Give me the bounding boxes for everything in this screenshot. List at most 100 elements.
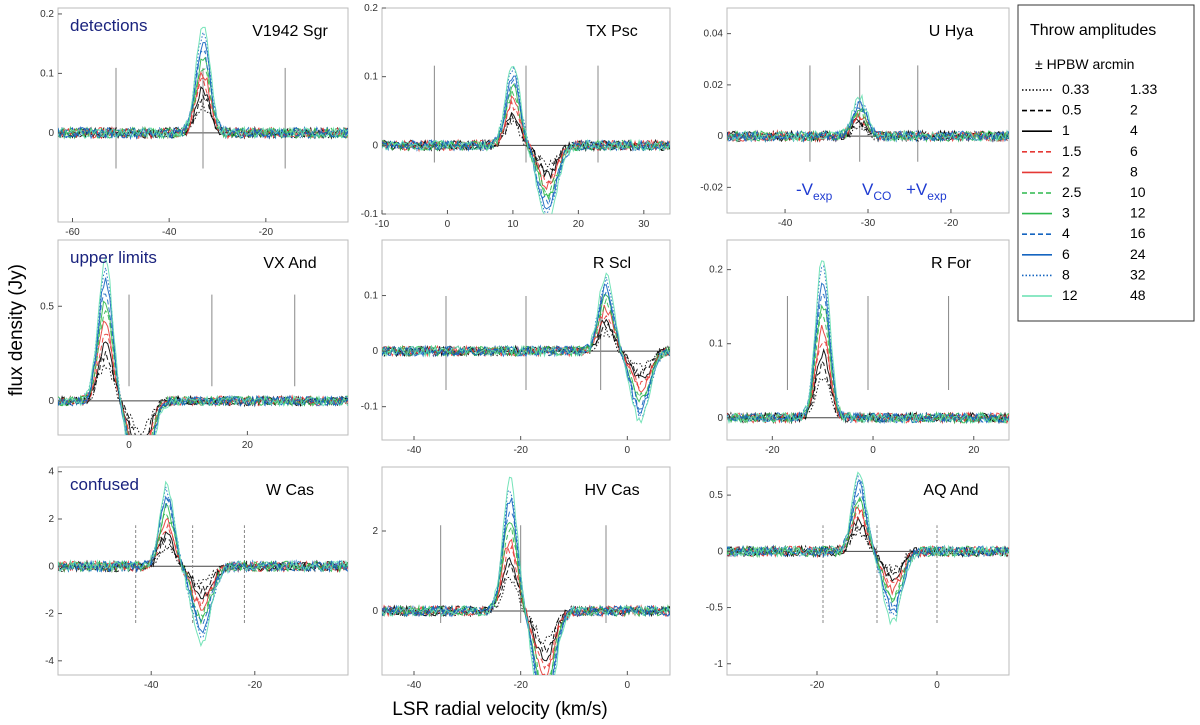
star-name: R For <box>931 255 972 272</box>
y-tick-label: -4 <box>45 656 54 667</box>
panel-r-for: -20 0 20 0 0.1 0.2 R For <box>709 239 1010 456</box>
x-tick-label: -20 <box>765 445 780 456</box>
panel-vx-and: 0 20 0 0.5 VX And upper limits <box>40 239 349 451</box>
plot-area <box>58 257 348 435</box>
plot-area <box>727 471 1009 626</box>
x-tick-label: -40 <box>778 218 793 229</box>
plot-area <box>382 476 670 675</box>
annotation-minus-vexp: -Vexp <box>796 180 833 203</box>
y-tick-label: 0 <box>48 561 54 572</box>
legend-arcmin: 2 <box>1130 102 1138 118</box>
legend-arcmin: 1.33 <box>1130 81 1157 97</box>
y-tick-label: -0.1 <box>361 209 379 220</box>
series-8 <box>58 486 348 638</box>
series-12 <box>58 257 348 435</box>
y-tick-label: 2 <box>372 526 378 537</box>
legend-arcmin: 12 <box>1130 205 1146 221</box>
y-tick-label: -0.5 <box>706 603 724 614</box>
star-name: HV Cas <box>584 482 639 499</box>
legend-arcmin: 6 <box>1130 143 1138 159</box>
series-2p5 <box>58 309 348 435</box>
series-3 <box>727 496 1009 604</box>
y-tick-label: 0.1 <box>364 72 378 83</box>
panel-aq-and: -20 0 -1 -0.5 0 0.5 AQ And <box>706 466 1010 691</box>
legend-hpbw: 3 <box>1062 205 1070 221</box>
plot-area <box>58 480 348 648</box>
legend-box <box>1017 4 1195 322</box>
y-tick-label: 0.1 <box>40 68 54 79</box>
x-tick-label: -40 <box>407 445 422 456</box>
x-tick-label: -20 <box>513 680 528 691</box>
legend-hpbw: 12 <box>1062 287 1078 303</box>
legend-header: ± HPBW arcmin <box>1035 56 1134 72</box>
x-tick-label: -40 <box>144 680 159 691</box>
legend-arcmin: 32 <box>1130 266 1146 282</box>
y-tick-label: 0.02 <box>704 80 724 91</box>
series-6 <box>58 495 348 634</box>
star-name: VX And <box>263 255 316 272</box>
panel-frame <box>726 466 1010 676</box>
y-tick-label: 0 <box>48 396 54 407</box>
series-4 <box>727 107 1009 143</box>
y-tick-label: -0.1 <box>361 402 379 413</box>
x-axis-label: LSR radial velocity (km/s) <box>392 699 607 720</box>
series-12 <box>382 272 670 424</box>
x-tick-label: -20 <box>248 680 263 691</box>
legend-entry: 0.33 1.33 <box>1022 81 1157 97</box>
legend-title: Throw amplitudes <box>1030 22 1156 39</box>
legend-arcmin: 4 <box>1130 122 1138 138</box>
series-4 <box>382 511 670 675</box>
legend-entry: 4 16 <box>1022 225 1146 241</box>
y-tick-label: 0.2 <box>40 9 54 20</box>
annotation-plus-vexp: +Vexp <box>906 180 947 203</box>
series-6 <box>58 277 348 435</box>
panel-frame <box>726 7 1010 214</box>
category-label: detections <box>70 16 148 35</box>
x-tick-label: 0 <box>625 445 631 456</box>
legend-hpbw: 6 <box>1062 246 1070 262</box>
series-12 <box>727 260 1009 425</box>
legend-arcmin: 16 <box>1130 225 1146 241</box>
legend-entry: 12 48 <box>1022 287 1146 303</box>
y-tick-label: 0.04 <box>704 29 724 40</box>
x-tick-label: 0 <box>445 219 451 230</box>
series-12 <box>727 93 1009 143</box>
legend-hpbw: 1 <box>1062 122 1070 138</box>
panel-tx-psc: -10 0 10 20 30 -0.1 0 0.1 0.2 TX Psc <box>361 3 671 230</box>
legend-hpbw: 1.5 <box>1062 143 1082 159</box>
x-tick-label: -40 <box>407 680 422 691</box>
x-tick-label: -20 <box>810 680 825 691</box>
legend-arcmin: 8 <box>1130 163 1138 179</box>
category-label: upper limits <box>70 248 157 267</box>
legend-entry: 2.5 10 <box>1022 184 1146 200</box>
legend-hpbw: 0.5 <box>1062 102 1082 118</box>
y-tick-label: 4 <box>48 467 54 478</box>
star-name: W Cas <box>266 482 314 499</box>
legend-hpbw: 0.33 <box>1062 81 1089 97</box>
legend-entry: 8 32 <box>1022 266 1146 282</box>
series-6 <box>727 479 1009 614</box>
legend-arcmin: 48 <box>1130 287 1146 303</box>
plot-area <box>382 272 670 424</box>
x-tick-label: 0 <box>126 440 132 451</box>
series-12 <box>58 480 348 648</box>
y-tick-label: 0.5 <box>709 490 723 501</box>
series-8 <box>58 267 348 435</box>
y-tick-label: 0.1 <box>364 291 378 302</box>
y-tick-label: 0.5 <box>40 301 54 312</box>
star-name: TX Psc <box>586 23 638 40</box>
legend-entry: 3 12 <box>1022 205 1146 221</box>
series-8 <box>382 276 670 419</box>
panel-u-hya: -40 -30 -20 -0.02 0 0.02 0.04 U Hya <box>700 7 1010 229</box>
series-12 <box>58 26 348 140</box>
legend-hpbw: 2 <box>1062 163 1070 179</box>
plot-area <box>58 26 348 169</box>
x-tick-label: -40 <box>162 227 177 238</box>
x-tick-label: -20 <box>944 218 959 229</box>
series-8 <box>727 98 1009 143</box>
y-tick-label: 0.2 <box>364 3 378 14</box>
panel-r-scl: -40 -20 0 -0.1 0 0.1 R Scl <box>361 239 671 456</box>
y-tick-label: 0 <box>372 346 378 357</box>
series-12 <box>382 65 670 214</box>
